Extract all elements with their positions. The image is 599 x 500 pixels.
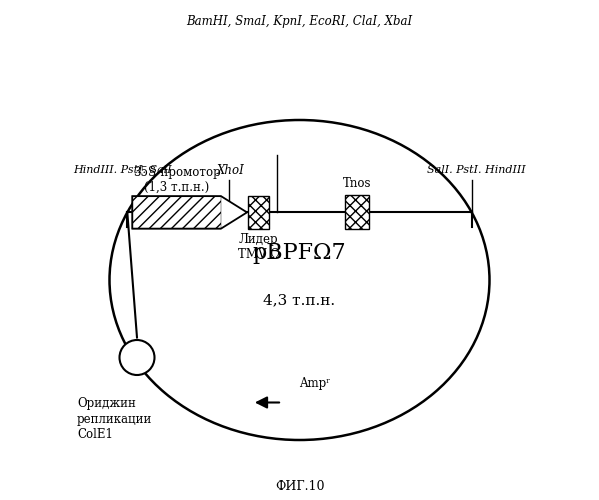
Text: Лидер
TMV Ω: Лидер TMV Ω — [237, 232, 280, 260]
FancyArrow shape — [132, 196, 247, 228]
Text: XhoI: XhoI — [217, 164, 245, 177]
Bar — [345, 196, 369, 230]
Bar — [132, 196, 221, 228]
Text: ФИГ.10: ФИГ.10 — [275, 480, 324, 492]
Text: 35S-промотор
(1,3 т.п.н.): 35S-промотор (1,3 т.п.н.) — [133, 166, 220, 194]
Text: Tnos: Tnos — [343, 178, 371, 190]
Text: HindIII. PstI. SalI: HindIII. PstI. SalI — [73, 165, 172, 175]
Circle shape — [119, 340, 155, 375]
Text: Ampʳ: Ampʳ — [299, 377, 330, 390]
Text: Ориджин
репликации
ColE1: Ориджин репликации ColE1 — [77, 398, 152, 440]
Text: 4,3 т.п.н.: 4,3 т.п.н. — [264, 293, 335, 307]
Text: BamHI, SmaI, KpnI, EcoRI, ClaI, XbaI: BamHI, SmaI, KpnI, EcoRI, ClaI, XbaI — [186, 15, 413, 28]
Bar — [248, 196, 269, 228]
Text: pBPFΩ7: pBPFΩ7 — [253, 242, 346, 264]
Text: SalI. PstI. HindIII: SalI. PstI. HindIII — [427, 165, 526, 175]
